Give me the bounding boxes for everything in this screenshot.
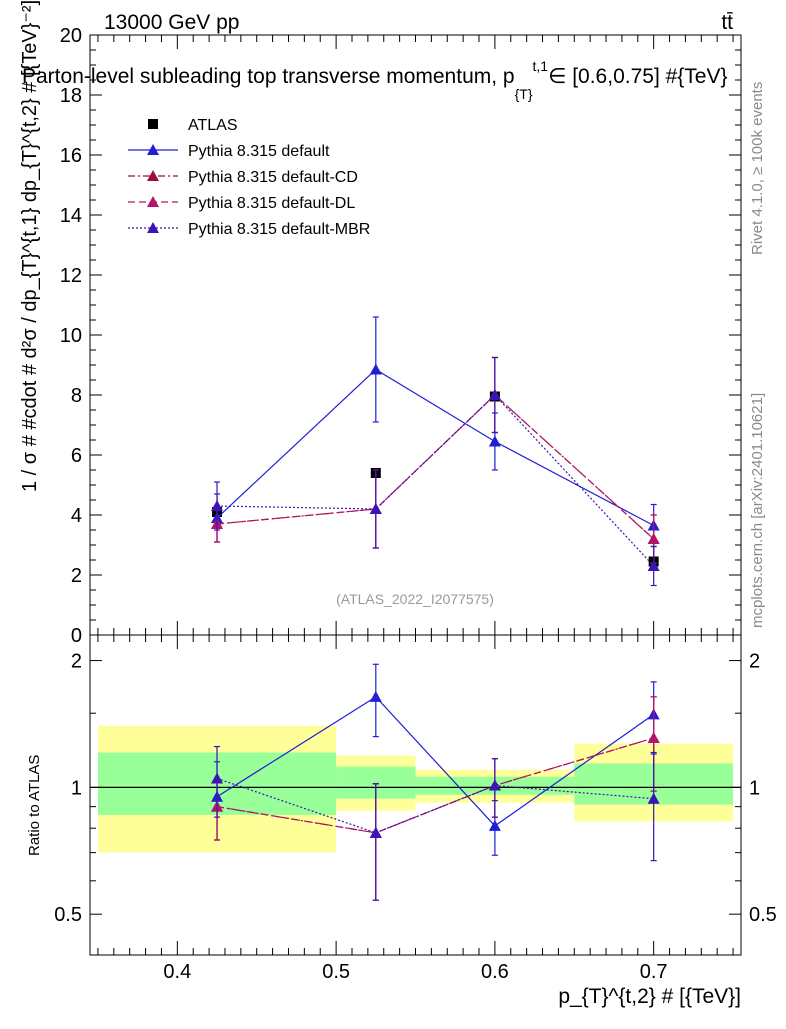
x-axis-label: p_{T}^{t,2} # [{TeV}] — [558, 985, 741, 1008]
main-point-mbr — [647, 560, 660, 571]
legend-marker-default — [147, 144, 159, 155]
analysis-watermark: (ATLAS_2022_I2077575) — [336, 591, 494, 607]
main-line-default — [216, 368, 654, 527]
x-tick-label: 0.6 — [481, 961, 509, 983]
legend-marker-dl — [147, 196, 159, 207]
main-point-default — [369, 363, 382, 375]
y-axis-label-main: 1 / σ # #cdot # d²σ / dp_{T}^{t,1} dp_{T… — [19, 0, 41, 492]
ratio-y-tick-label: 0.5 — [54, 904, 82, 926]
ratio-point-mbr — [211, 772, 224, 784]
x-tick-label: 0.7 — [640, 961, 668, 983]
y-tick-label: 14 — [60, 205, 82, 227]
legend: ATLAS Pythia 8.315 default Pythia 8.315 de… — [128, 117, 370, 238]
legend-label-mbr: Pythia 8.315 default-MBR — [188, 221, 370, 238]
plot-title-main: Parton-level subleading top transverse m… — [22, 65, 515, 88]
y-tick-label: 10 — [60, 325, 82, 347]
ratio-point-dl — [647, 731, 660, 743]
ratio-y-tick-label: 1 — [71, 777, 82, 799]
plot-title-range: ∈ [0.6,0.75] #{TeV} — [548, 65, 727, 88]
legend-label-atlas: ATLAS — [188, 117, 238, 134]
y-tick-label: 2 — [71, 565, 82, 587]
process-label: tt̄ — [721, 11, 733, 34]
main-line-mbr — [217, 394, 655, 567]
ratio-axis-ticks: 0.4 0.5 0.6 0.7 0.5 0.5 1 1 2 2 — [54, 635, 777, 983]
ratio-point-mbr — [369, 826, 382, 838]
main-line-cd — [216, 394, 655, 540]
legend-marker-cd — [147, 170, 159, 181]
y-tick-label: 20 — [60, 25, 82, 47]
main-point-mbr — [211, 500, 224, 511]
main-line-dl — [216, 394, 655, 540]
y-tick-label: 4 — [71, 505, 82, 527]
main-point-default — [488, 435, 501, 447]
main-point-mbr — [488, 389, 501, 400]
legend-label-dl: Pythia 8.315 default-DL — [188, 195, 355, 212]
plot-title-subscript: {T} — [515, 86, 533, 102]
y-tick-label: 18 — [60, 85, 82, 107]
ratio-line-default — [216, 696, 655, 827]
x-tick-label: 0.5 — [322, 961, 350, 983]
ratio-point-default — [488, 819, 501, 831]
ratio-data-marks — [211, 663, 660, 901]
y-tick-label: 6 — [71, 445, 82, 467]
main-point-mbr — [369, 503, 382, 514]
ratio-y-tick-label-right: 2 — [749, 651, 760, 673]
legend-label-default: Pythia 8.315 default — [188, 143, 330, 160]
y-tick-label: 16 — [60, 145, 82, 167]
y-tick-label: 12 — [60, 265, 82, 287]
ratio-uncertainty-bands — [90, 725, 741, 853]
main-panel: 0 2 4 6 8 10 12 14 16 18 20 (ATLAS_2022_I2077575) — [60, 25, 742, 647]
ratio-point-mbr — [488, 779, 501, 791]
y-axis-label-ratio: Ratio to ATLAS — [26, 755, 43, 856]
legend-marker-mbr — [147, 222, 159, 233]
ratio-y-tick-label-right: 1 — [749, 777, 760, 799]
energy-label: 13000 GeV pp — [104, 11, 239, 34]
x-tick-label: 0.4 — [163, 961, 191, 983]
ratio-line-dl — [216, 737, 654, 834]
main-point-dl — [647, 533, 660, 544]
plot-title-superscript: t,1 — [533, 58, 549, 74]
main-axis-ticks: 0 2 4 6 8 10 12 14 16 18 20 — [60, 25, 741, 647]
y-tick-label: 0 — [71, 625, 82, 647]
legend-marker-atlas — [148, 119, 158, 129]
mcplots-label: mcplots.cern.ch [arXiv:2401.10621] — [749, 393, 766, 628]
ratio-point-mbr — [647, 792, 660, 804]
legend-label-cd: Pythia 8.315 default-CD — [188, 169, 358, 186]
ratio-panel: 0.4 0.5 0.6 0.7 0.5 0.5 1 1 2 2 — [54, 634, 777, 983]
ratio-point-default — [369, 690, 382, 702]
rivet-label: Rivet 4.1.0, ≥ 100k events — [749, 82, 766, 255]
ratio-y-tick-label: 2 — [71, 651, 82, 673]
main-data-marks — [211, 316, 660, 587]
y-tick-label: 8 — [71, 385, 82, 407]
ratio-y-tick-label-right: 0.5 — [749, 904, 777, 926]
plot-title: Parton-level subleading top transverse m… — [22, 58, 728, 102]
